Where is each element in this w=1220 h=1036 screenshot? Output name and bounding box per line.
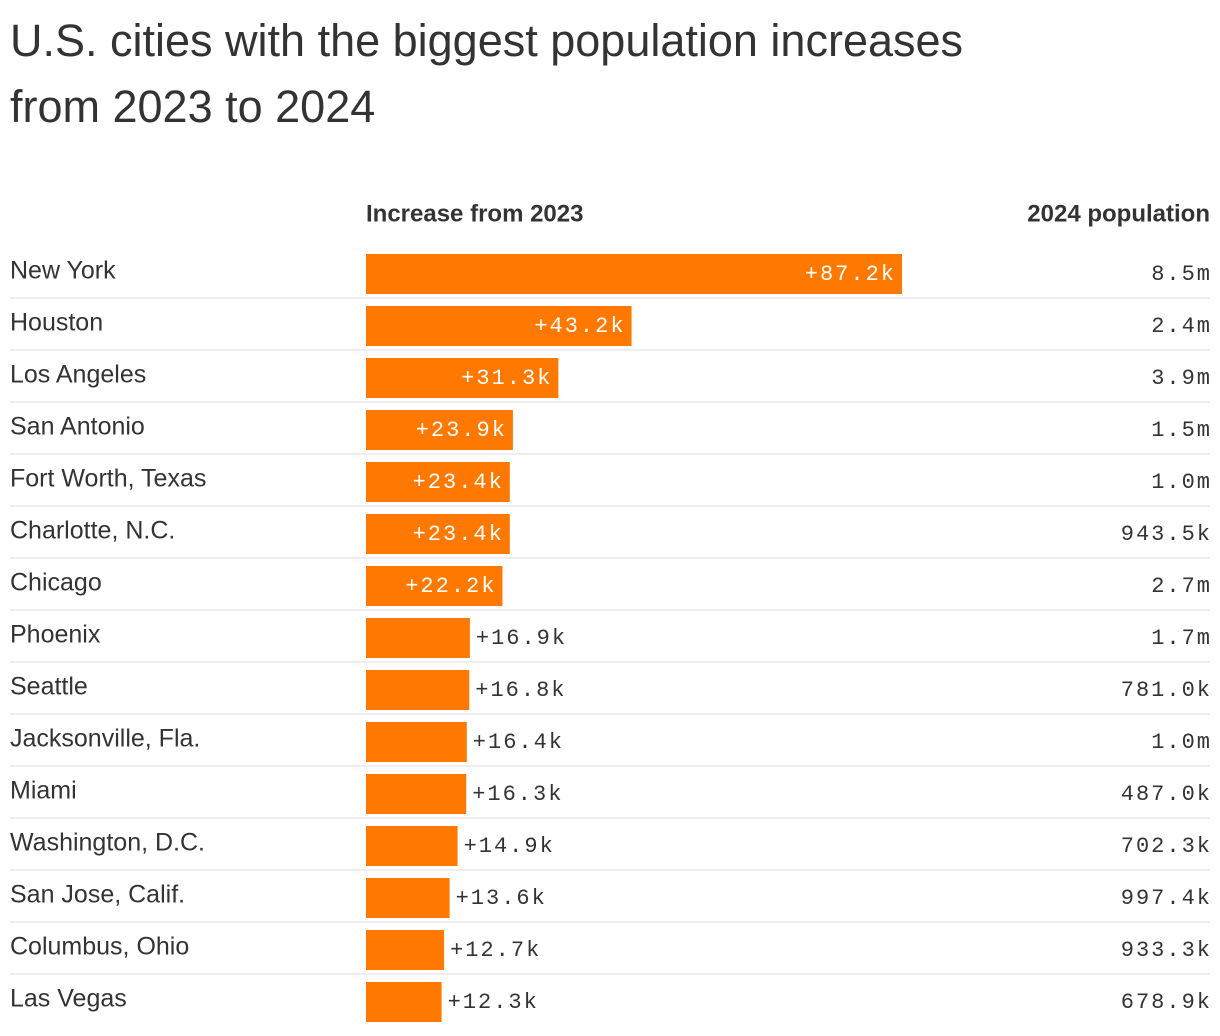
data-label: +16.9k [476, 626, 567, 651]
row-label: Los Angeles [10, 361, 146, 389]
bar [366, 306, 632, 346]
data-label: +23.4k [413, 522, 504, 547]
bar [366, 358, 559, 398]
data-label: +13.6k [456, 886, 547, 911]
row-label: Phoenix [10, 621, 101, 649]
population-label: 2.4m [1151, 314, 1212, 339]
data-label: +16.8k [475, 678, 566, 703]
population-label: 781.0k [1121, 678, 1212, 703]
data-label: +14.9k [464, 834, 555, 859]
population-label: 487.0k [1121, 782, 1212, 807]
population-label: 1.7m [1151, 626, 1212, 651]
data-label: +12.7k [450, 938, 541, 963]
bar [366, 254, 902, 294]
bar [366, 930, 445, 970]
population-label: 3.9m [1151, 366, 1212, 391]
bar [366, 410, 513, 450]
row-label: San Jose, Calif. [10, 881, 185, 909]
population-label: 943.5k [1121, 522, 1212, 547]
bar [366, 514, 510, 554]
data-label: +16.3k [472, 782, 563, 807]
row-label: Columbus, Ohio [10, 933, 189, 961]
bar [366, 462, 510, 502]
row-label: San Antonio [10, 413, 145, 441]
bar [366, 826, 458, 866]
row-label: Washington, D.C. [10, 829, 205, 857]
data-label: +12.3k [448, 990, 539, 1015]
data-label: +31.3k [461, 366, 552, 391]
bar [366, 722, 467, 762]
population-label: 8.5m [1151, 262, 1212, 287]
data-label: +87.2k [805, 262, 896, 287]
population-label: 1.0m [1151, 730, 1212, 755]
row-label: Miami [10, 777, 77, 805]
data-label: +23.9k [416, 418, 507, 443]
bar [366, 878, 450, 918]
data-label: +23.4k [413, 470, 504, 495]
column-header: Increase from 2023 [366, 200, 583, 227]
bar [366, 982, 442, 1022]
data-label: +22.2k [405, 574, 496, 599]
row-label: New York [10, 257, 116, 285]
bar [366, 774, 467, 814]
row-label: Las Vegas [10, 985, 127, 1013]
row-label: Chicago [10, 569, 102, 597]
population-label: 1.0m [1151, 470, 1212, 495]
data-label: +16.4k [473, 730, 564, 755]
bar [366, 566, 503, 606]
row-label: Jacksonville, Fla. [10, 725, 200, 753]
row-label: Fort Worth, Texas [10, 465, 206, 493]
population-label: 2.7m [1151, 574, 1212, 599]
population-label: 1.5m [1151, 418, 1212, 443]
chart-title: from 2023 to 2024 [10, 81, 375, 132]
row-label: Charlotte, N.C. [10, 517, 175, 545]
bar [366, 670, 470, 710]
chart-title: U.S. cities with the biggest population … [10, 15, 963, 66]
population-label: 678.9k [1121, 990, 1212, 1015]
population-label: 997.4k [1121, 886, 1212, 911]
bar [366, 618, 470, 658]
column-header: 2024 population [1027, 200, 1210, 227]
population-label: 702.3k [1121, 834, 1212, 859]
row-label: Seattle [10, 673, 88, 701]
population-label: 933.3k [1121, 938, 1212, 963]
data-label: +43.2k [534, 314, 625, 339]
row-label: Houston [10, 309, 103, 337]
